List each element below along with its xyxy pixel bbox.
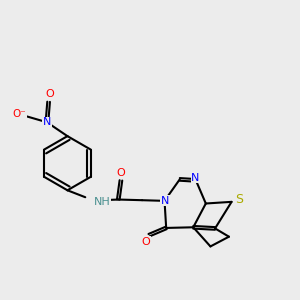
Text: O: O [45,88,54,98]
Text: O⁻: O⁻ [12,109,26,119]
Text: S: S [235,193,243,206]
Text: N: N [161,196,170,206]
Text: N: N [191,173,200,183]
Text: O: O [141,237,150,247]
Text: N: N [43,117,51,127]
Text: NH: NH [94,196,111,206]
Text: O: O [116,168,125,178]
